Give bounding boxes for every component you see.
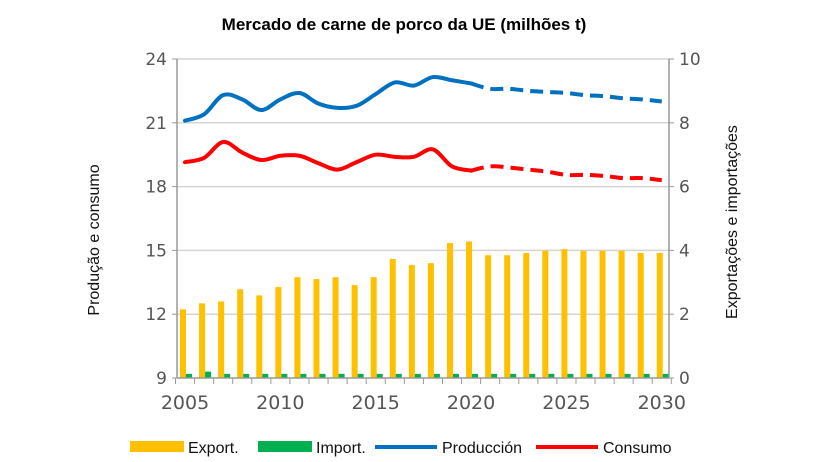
left-tick-label: 18	[145, 178, 167, 198]
export-bar	[656, 252, 663, 378]
import-bar	[662, 373, 669, 378]
export-bar	[408, 265, 415, 378]
export-bar	[199, 303, 206, 378]
import-bar	[262, 373, 269, 378]
import-bar	[319, 373, 326, 378]
import-bar	[395, 373, 402, 378]
chart-title: Mercado de carne de porco da UE (milhões…	[222, 15, 587, 34]
import-bar	[224, 373, 231, 378]
x-tick-label: 2010	[256, 392, 304, 414]
import-bar	[205, 371, 212, 378]
x-tick-label: 2025	[542, 392, 590, 414]
export-bar	[332, 277, 339, 378]
export-bar	[313, 279, 320, 378]
import-bar	[529, 373, 536, 378]
left-axis-label: Produção e consumo	[86, 164, 103, 315]
import-bar	[605, 373, 612, 378]
import-bar	[510, 373, 517, 378]
left-tick-label: 15	[145, 241, 167, 261]
import-bar	[624, 373, 631, 378]
left-tick-label: 9	[156, 369, 167, 389]
export-bar	[523, 252, 530, 378]
left-tick-label: 12	[145, 305, 167, 325]
legend-label: Consumo	[603, 440, 672, 457]
import-bar	[567, 373, 574, 378]
legend-label: Producción	[442, 440, 522, 457]
left-tick-label: 21	[145, 114, 167, 134]
legend-swatch	[130, 441, 184, 452]
left-tick-label: 24	[145, 50, 167, 70]
import-bar	[491, 373, 498, 378]
export-bar	[351, 285, 358, 378]
right-tick-label: 0	[679, 369, 690, 389]
export-bar	[637, 252, 644, 378]
import-bar	[433, 373, 440, 378]
right-tick-label: 8	[679, 114, 690, 134]
import-bar	[376, 373, 383, 378]
import-bar	[357, 373, 364, 378]
consumo-line	[183, 139, 474, 173]
export-bar	[561, 249, 568, 378]
export-bar	[618, 250, 625, 378]
right-tick-label: 10	[679, 50, 701, 70]
export-bar	[599, 250, 606, 378]
export-bar	[580, 250, 587, 378]
x-tick-label: 2030	[638, 392, 686, 414]
producción-line	[183, 74, 474, 123]
export-bar	[275, 287, 282, 378]
import-bar	[186, 373, 192, 378]
export-bar	[180, 309, 186, 378]
import-bar	[338, 373, 345, 378]
producción-projection-line	[470, 81, 662, 104]
legend-label: Import.	[316, 440, 366, 457]
import-bar	[414, 373, 421, 378]
export-bar	[294, 277, 301, 378]
x-tick-label: 2015	[352, 392, 400, 414]
import-bar	[243, 373, 250, 378]
export-bar	[218, 301, 225, 378]
export-bar	[504, 255, 511, 378]
legend-label: Export.	[188, 440, 239, 457]
export-bar	[542, 250, 549, 378]
import-bar	[548, 373, 555, 378]
export-bar	[237, 289, 244, 378]
export-bar	[370, 277, 377, 378]
export-bar	[446, 243, 453, 378]
legend-swatch	[258, 441, 312, 452]
export-bar	[466, 241, 473, 378]
export-bar	[256, 295, 263, 378]
export-bar	[427, 263, 434, 378]
import-bar	[643, 373, 650, 378]
consumo-projection-line	[470, 164, 662, 183]
import-bar	[472, 373, 479, 378]
right-axis-label: Exportações e importações	[724, 125, 741, 319]
import-bar	[300, 373, 307, 378]
export-bar	[389, 259, 396, 378]
export-bar	[485, 255, 492, 378]
import-bar	[452, 373, 459, 378]
right-tick-label: 6	[679, 178, 690, 198]
x-tick-label: 2005	[161, 392, 209, 414]
right-tick-label: 2	[679, 305, 690, 325]
import-bar	[586, 373, 593, 378]
import-bar	[281, 373, 288, 378]
x-tick-label: 2020	[447, 392, 495, 414]
right-tick-label: 4	[679, 241, 690, 261]
